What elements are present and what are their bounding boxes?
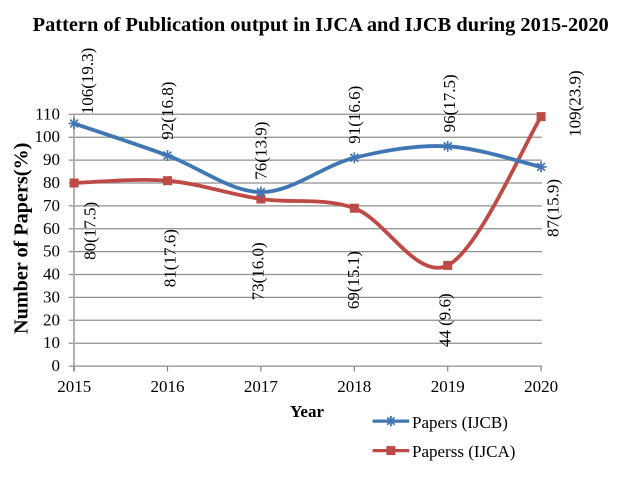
svg-text:81(17.6): 81(17.6) — [160, 229, 179, 287]
svg-text:40: 40 — [43, 265, 60, 284]
svg-text:2019: 2019 — [431, 377, 465, 396]
svg-text:44 (9.6): 44 (9.6) — [436, 293, 455, 347]
svg-text:0: 0 — [52, 356, 61, 375]
svg-text:76(13.9): 76(13.9) — [252, 122, 271, 180]
svg-text:Papers (IJCB): Papers (IJCB) — [412, 413, 508, 432]
svg-text:20: 20 — [43, 310, 60, 329]
svg-text:90: 90 — [43, 150, 60, 169]
svg-text:50: 50 — [43, 242, 60, 261]
svg-text:Year: Year — [290, 402, 324, 421]
svg-text:10: 10 — [43, 333, 60, 352]
svg-text:2020: 2020 — [524, 377, 558, 396]
svg-text:80(17.5): 80(17.5) — [81, 202, 100, 260]
svg-text:92(16.8): 92(16.8) — [158, 82, 177, 140]
svg-text:73(16.0): 73(16.0) — [249, 242, 268, 300]
svg-text:69(15.1): 69(15.1) — [344, 251, 363, 309]
svg-text:60: 60 — [43, 219, 60, 238]
svg-text:2016: 2016 — [151, 377, 185, 396]
svg-text:Number of Papers(%): Number of Papers(%) — [11, 143, 33, 334]
svg-text:109(23.9): 109(23.9) — [566, 70, 585, 137]
svg-text:110: 110 — [35, 104, 60, 123]
svg-text:30: 30 — [43, 287, 60, 306]
svg-text:80: 80 — [43, 173, 60, 192]
svg-text:70: 70 — [43, 196, 60, 215]
svg-text:2015: 2015 — [57, 377, 91, 396]
svg-text:2018: 2018 — [337, 377, 371, 396]
svg-text:Pattern of Publication output: Pattern of Publication output in IJCA an… — [33, 14, 609, 36]
svg-text:96(17.5): 96(17.5) — [440, 74, 459, 132]
svg-text:2017: 2017 — [244, 377, 279, 396]
svg-text:100: 100 — [35, 127, 61, 146]
svg-text:Paperss (IJCA): Paperss (IJCA) — [412, 442, 515, 461]
svg-text:87(15.9): 87(15.9) — [543, 179, 562, 237]
svg-text:106(19.3): 106(19.3) — [78, 48, 97, 115]
svg-text:91(16.6): 91(16.6) — [345, 86, 364, 144]
